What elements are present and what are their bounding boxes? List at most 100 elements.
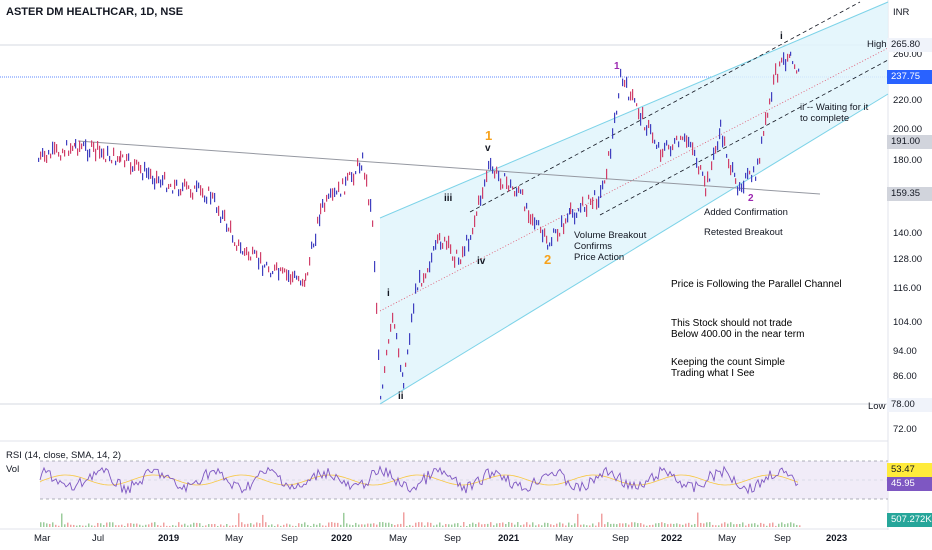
- volume-bar: [172, 525, 174, 527]
- candle: [336, 190, 338, 195]
- candle: [222, 210, 224, 220]
- candle: [62, 148, 64, 154]
- volume-bar: [430, 522, 432, 527]
- candle: [278, 267, 280, 281]
- volume-bar: [790, 522, 792, 527]
- candle: [172, 190, 174, 194]
- volume-bar: [586, 525, 588, 527]
- volume-bar: [259, 523, 261, 527]
- candle: [726, 153, 728, 158]
- volume-bar: [547, 522, 549, 527]
- candle: [544, 228, 546, 237]
- low-label: Low: [868, 401, 886, 412]
- candle: [250, 256, 252, 261]
- candle: [212, 192, 214, 199]
- candle: [580, 202, 582, 213]
- candle: [668, 144, 670, 150]
- candle: [160, 179, 162, 188]
- volume-bar: [61, 513, 63, 527]
- candle: [42, 148, 44, 157]
- current-price-tag[interactable]: 237.75: [887, 70, 932, 84]
- candle: [678, 141, 680, 148]
- volume-bar: [205, 525, 207, 527]
- candle: [604, 180, 606, 184]
- candle: [101, 148, 103, 158]
- candle: [636, 103, 638, 107]
- volume-bar: [409, 524, 411, 527]
- candle: [592, 197, 594, 210]
- volume-title[interactable]: Vol: [6, 464, 20, 475]
- candle: [448, 235, 450, 249]
- candle: [722, 135, 724, 148]
- rsi-title[interactable]: RSI (14, close, SMA, 14, 2): [6, 450, 122, 461]
- candle: [150, 168, 152, 179]
- candle: [488, 160, 490, 170]
- candle: [190, 189, 192, 198]
- volume-bar: [43, 522, 45, 527]
- volume-bar: [163, 522, 165, 527]
- volume-bar: [352, 525, 354, 527]
- candle: [711, 161, 713, 171]
- candle: [228, 227, 230, 232]
- volume-bar: [568, 522, 570, 527]
- candle: [454, 256, 456, 268]
- volume-bar: [289, 524, 291, 527]
- volume-bar: [523, 524, 525, 527]
- volume-bar: [607, 522, 609, 527]
- candle: [494, 171, 496, 179]
- candle: [332, 188, 334, 201]
- candle: [48, 149, 50, 155]
- volume-bar: [664, 523, 666, 527]
- candle: [146, 168, 148, 178]
- volume-bar: [229, 525, 231, 527]
- volume-bar: [235, 525, 237, 527]
- candle: [330, 188, 332, 198]
- volume-bar: [520, 525, 522, 527]
- candle: [405, 362, 407, 367]
- candle: [302, 278, 304, 287]
- volume-bar: [667, 524, 669, 527]
- candle: [433, 246, 435, 251]
- candle: [425, 273, 427, 279]
- candle: [518, 186, 520, 193]
- volume-bar: [55, 524, 57, 527]
- candle: [142, 173, 144, 181]
- candle: [218, 205, 220, 216]
- candle: [739, 182, 741, 191]
- volume-bar: [679, 524, 681, 527]
- volume-bar: [238, 513, 240, 527]
- volume-bar: [232, 525, 234, 527]
- candle: [732, 162, 734, 173]
- candle: [660, 149, 662, 162]
- volume-bar: [226, 523, 228, 527]
- volume-bar: [730, 522, 732, 527]
- candle: [413, 303, 415, 314]
- volume-bar: [265, 522, 267, 527]
- candle: [498, 170, 500, 182]
- volume-bar: [193, 522, 195, 527]
- volume-bar: [184, 523, 186, 527]
- volume-bar: [178, 522, 180, 527]
- volume-bar: [556, 523, 558, 527]
- candle: [220, 216, 222, 223]
- candle: [107, 145, 109, 156]
- candle: [386, 349, 388, 356]
- candle: [194, 185, 196, 189]
- candle: [534, 217, 536, 230]
- candle: [648, 119, 650, 129]
- volume-bar: [754, 523, 756, 527]
- volume-bar: [118, 525, 120, 527]
- volume-bar: [46, 523, 48, 527]
- candle: [309, 257, 311, 266]
- candle: [540, 226, 542, 234]
- volume-bar: [739, 524, 741, 527]
- candle: [586, 204, 588, 217]
- price-tick: 86.00: [893, 371, 917, 382]
- time-tick: 2022: [661, 533, 683, 544]
- candle: [402, 372, 404, 377]
- candle: [326, 194, 328, 202]
- volume-bar: [499, 523, 501, 527]
- volume-bar: [370, 523, 372, 527]
- volume-bar: [340, 524, 342, 527]
